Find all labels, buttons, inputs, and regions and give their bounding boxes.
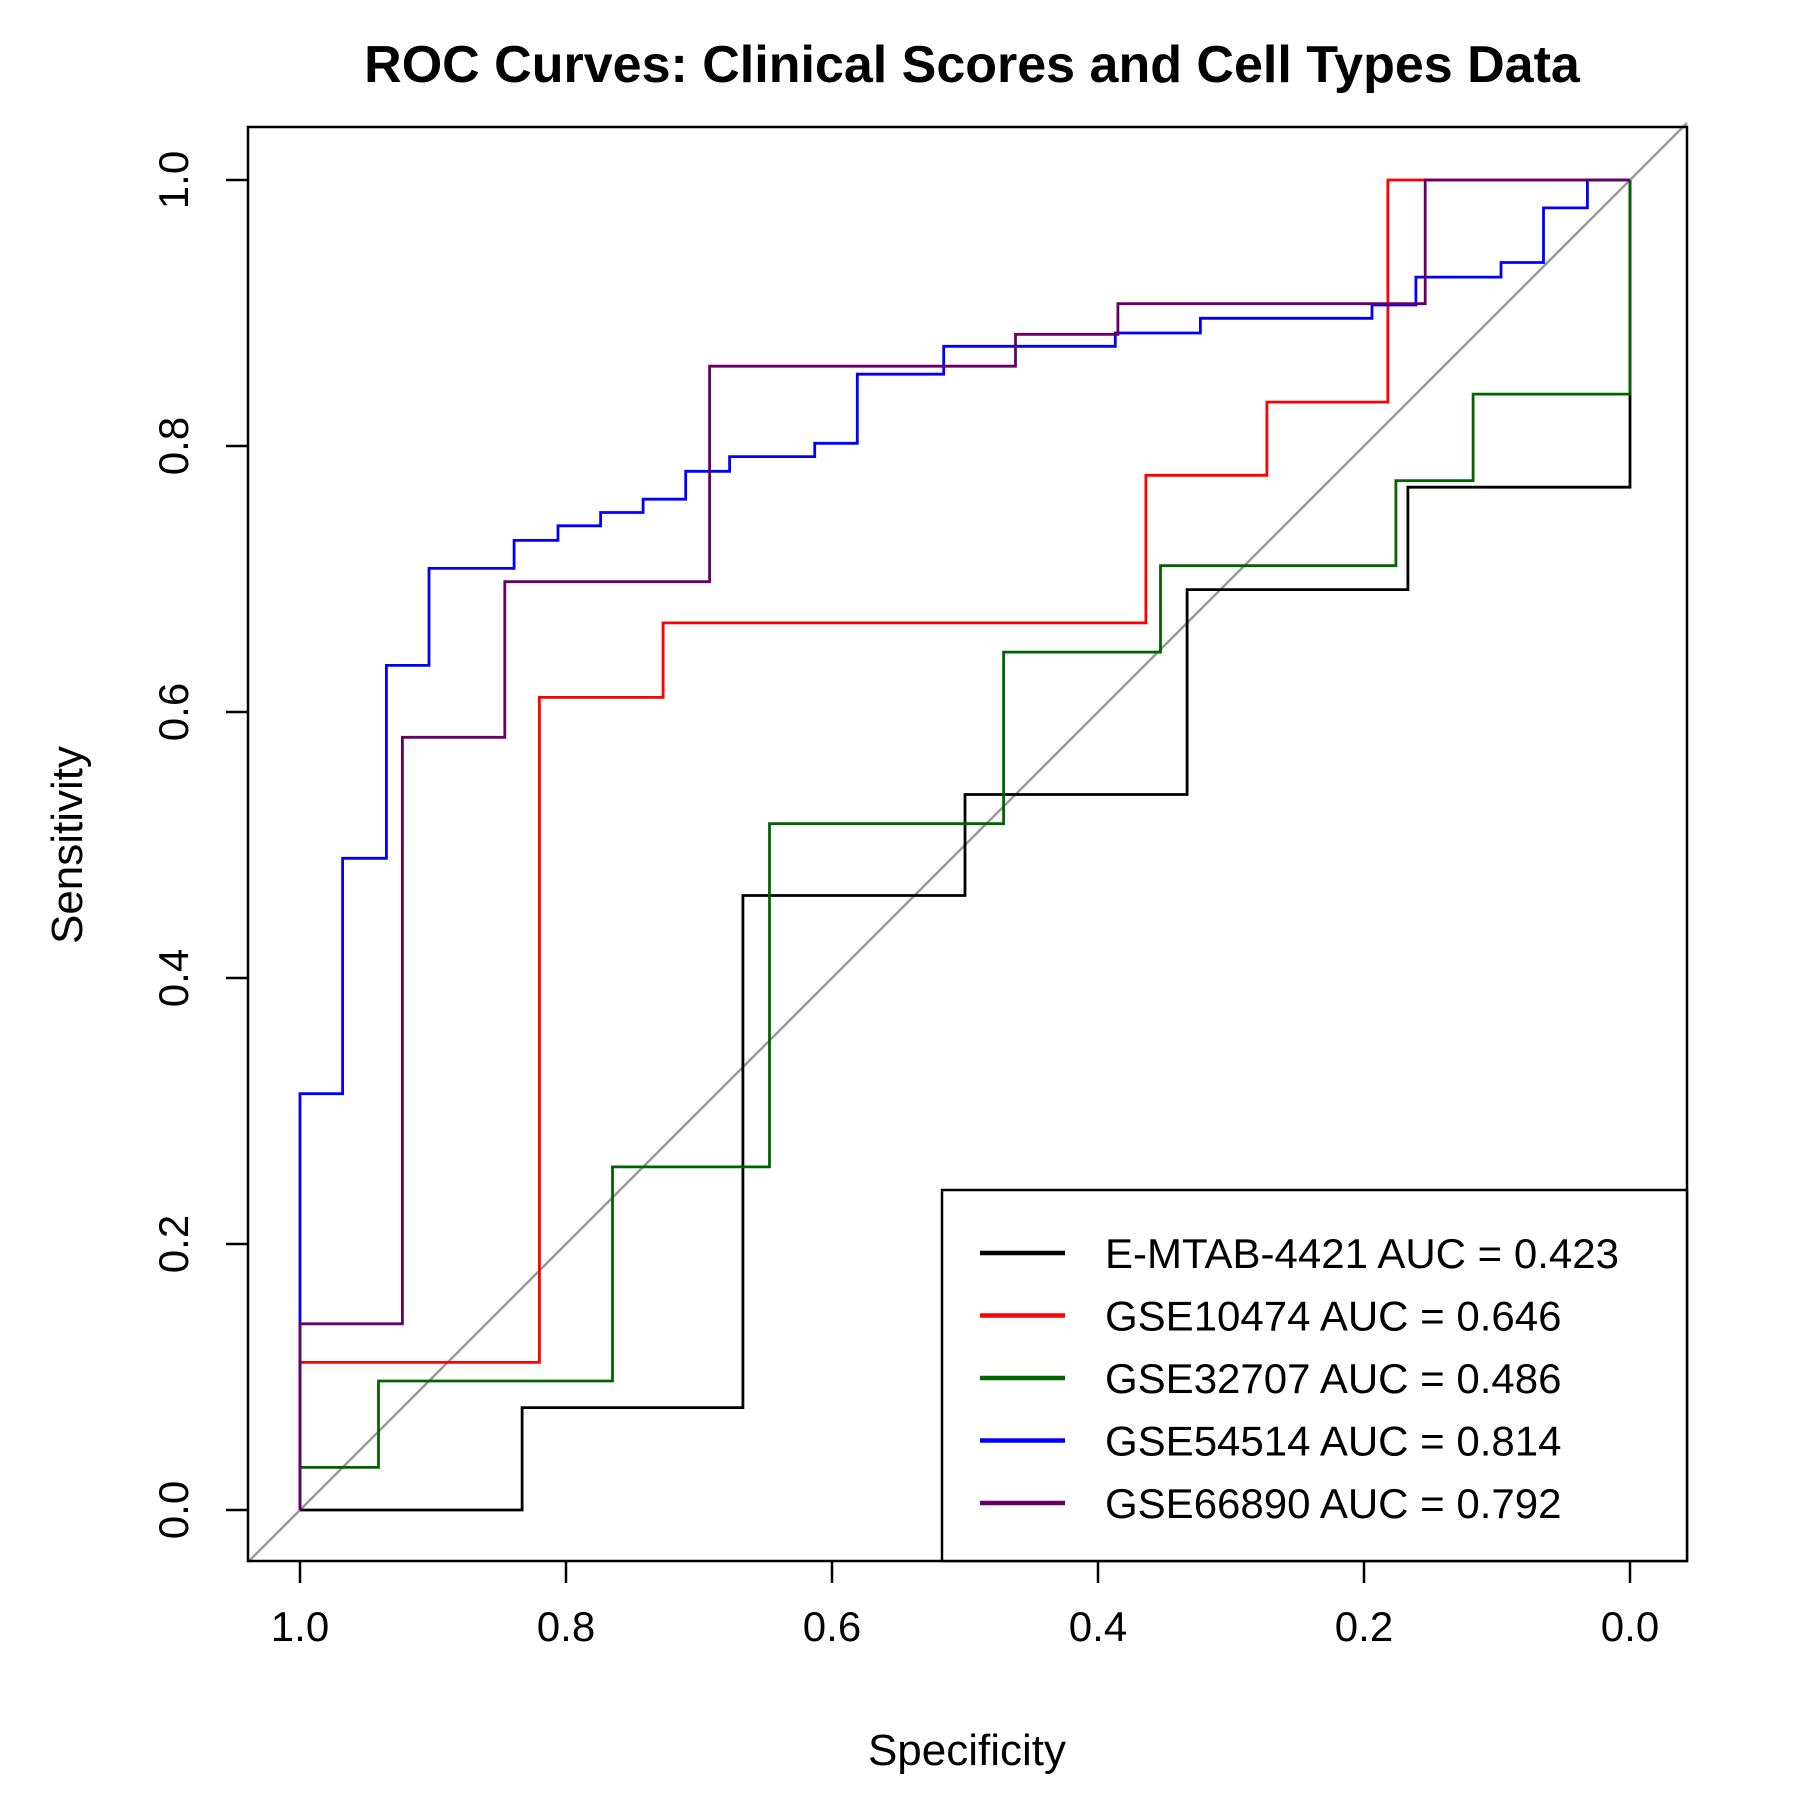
legend: E-MTAB-4421 AUC = 0.423 GSE10474 AUC = 0.… (940, 1188, 1689, 1563)
y-tick-label: 0.2 (150, 1215, 197, 1273)
x-tick-label: 1.0 (271, 1603, 329, 1650)
y-tick-label: 0.8 (150, 417, 197, 475)
y-tick-label: 1.0 (150, 151, 197, 209)
legend-label-2: GSE10474 AUC = 0.646 (1105, 1293, 1561, 1340)
x-tick-label: 0.6 (803, 1603, 861, 1650)
legend-label-5: GSE66890 AUC = 0.792 (1105, 1480, 1561, 1527)
legend-box (940, 1188, 1689, 1563)
chart-title: ROC Curves: Clinical Scores and Cell Typ… (364, 36, 1581, 94)
y-axis-label: Sensitivity (43, 746, 92, 944)
plot-area (247, 122, 1688, 1563)
roc-curve-3 (298, 180, 1632, 1510)
roc-curve-4 (298, 178, 1630, 1510)
legend-label-1: E-MTAB-4421 AUC = 0.423 (1105, 1230, 1619, 1277)
legend-label-4: GSE54514 AUC = 0.814 (1105, 1418, 1561, 1465)
x-tick-label: 0.4 (1069, 1603, 1127, 1650)
x-tick-label: 0.8 (537, 1603, 595, 1650)
roc-curve-5 (298, 178, 1630, 1510)
x-axis: 1.0 0.8 0.6 0.4 0.2 0.0 (271, 1561, 1659, 1650)
x-tick-label: 0.0 (1601, 1603, 1659, 1650)
y-tick-label: 0.0 (150, 1481, 197, 1539)
roc-curve-2 (298, 178, 1630, 1510)
legend-label-3: GSE32707 AUC = 0.486 (1105, 1355, 1561, 1402)
y-axis: 0.0 0.2 0.4 0.6 0.8 1.0 (150, 151, 248, 1539)
y-tick-label: 0.4 (150, 949, 197, 1007)
roc-curve-1 (300, 180, 1632, 1512)
x-axis-label: Specificity (868, 1726, 1066, 1775)
y-tick-label: 0.6 (150, 683, 197, 741)
diagonal-reference-line (247, 122, 1688, 1563)
x-tick-label: 0.2 (1335, 1603, 1393, 1650)
